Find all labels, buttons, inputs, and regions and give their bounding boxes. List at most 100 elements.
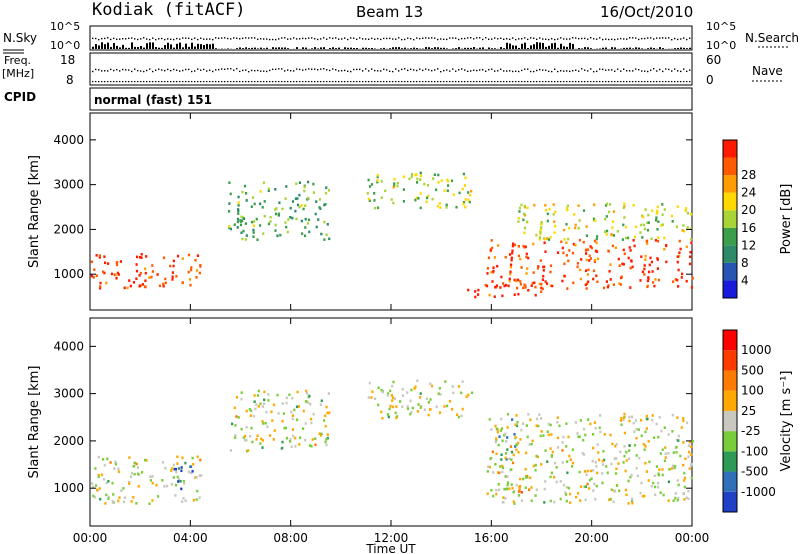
data-cell-velocity <box>191 456 194 460</box>
freq-dot <box>407 69 409 72</box>
freq-dot <box>389 70 391 73</box>
freq-dot <box>314 68 316 70</box>
freq-dot <box>326 69 328 71</box>
nave-dot <box>632 81 634 83</box>
data-cell-power <box>432 177 435 180</box>
data-cell-velocity <box>327 392 330 395</box>
data-cell-power <box>393 182 396 185</box>
freq-dot <box>239 70 241 73</box>
data-cell-power <box>682 224 685 227</box>
data-cell-power <box>291 200 295 203</box>
data-cell-velocity <box>263 398 266 402</box>
freq-dot <box>500 68 502 70</box>
data-cell-velocity <box>177 478 180 481</box>
nsky-dot <box>287 38 289 40</box>
data-cell-velocity <box>672 466 675 470</box>
data-cell-power <box>144 271 147 275</box>
data-cell-velocity <box>504 497 507 500</box>
freq-dot <box>212 70 214 73</box>
colorbar-swatch-velocity <box>723 390 737 411</box>
data-cell-power <box>632 239 635 242</box>
nave-dot <box>104 81 106 83</box>
data-cell-power <box>649 256 652 260</box>
nsky-dot <box>647 37 649 39</box>
data-cell-velocity <box>112 493 115 496</box>
nave-dot <box>341 81 343 83</box>
nsky-bar <box>320 47 322 49</box>
data-cell-power <box>562 251 565 255</box>
data-cell-power <box>240 231 243 235</box>
data-cell-velocity <box>550 433 553 436</box>
data-cell-power <box>516 278 519 282</box>
data-cell-power <box>504 255 507 259</box>
data-cell-power <box>417 197 420 200</box>
nave-dot <box>584 81 586 83</box>
data-cell-power <box>554 210 557 214</box>
freq-label: Freq. <box>4 54 32 67</box>
data-cell-velocity <box>149 479 152 482</box>
data-cell-power <box>505 283 508 287</box>
nsky-dot <box>425 37 427 39</box>
data-cell-velocity <box>465 395 468 398</box>
data-cell-power <box>518 210 521 213</box>
nsky-dot <box>641 37 643 40</box>
nave-dot <box>347 81 349 83</box>
colorbar-tick-velocity: -100 <box>741 444 768 458</box>
data-cell-velocity <box>667 480 670 484</box>
nsky-dot <box>338 38 340 40</box>
nave-dot <box>92 81 94 83</box>
nave-dot <box>164 81 166 83</box>
data-cell-power <box>544 237 547 241</box>
data-cell-power <box>425 200 428 204</box>
freq-dot <box>476 69 478 72</box>
data-cell-velocity <box>310 444 313 448</box>
data-cell-velocity <box>635 427 638 431</box>
data-cell-velocity <box>370 396 373 399</box>
data-cell-velocity <box>429 382 432 385</box>
nave-dot <box>122 81 124 83</box>
data-cell-power <box>181 281 184 284</box>
data-cell-velocity <box>296 390 299 394</box>
data-cell-velocity <box>314 437 317 440</box>
data-cell-power <box>518 206 521 210</box>
data-cell-power <box>586 273 589 276</box>
data-cell-power <box>307 196 310 200</box>
data-cell-power <box>573 213 576 216</box>
data-cell-velocity <box>320 432 323 436</box>
data-cell-velocity <box>253 394 256 397</box>
data-cell-velocity <box>615 457 618 460</box>
nsky-dot <box>146 38 148 40</box>
nave-dot <box>647 81 649 83</box>
data-cell-power <box>577 226 580 230</box>
data-cell-velocity <box>628 419 631 423</box>
data-cell-velocity <box>508 487 511 491</box>
nave-dot <box>353 81 355 83</box>
data-cell-power <box>576 265 579 269</box>
nsky-dot <box>656 37 658 39</box>
y-tick-label-velocity: 4000 <box>53 339 84 353</box>
colorbar-label-power: Power [dB] <box>779 184 794 255</box>
nsky-dot <box>350 37 352 39</box>
data-cell-velocity <box>503 434 506 437</box>
data-cell-power <box>392 201 395 205</box>
data-cell-velocity <box>634 419 637 422</box>
data-cell-power <box>366 192 369 195</box>
nave-dot <box>644 81 646 83</box>
nsky-dot <box>98 38 100 41</box>
data-cell-power <box>229 227 232 231</box>
data-cell-power <box>376 179 379 182</box>
freq-dot <box>686 70 688 73</box>
data-cell-power <box>175 275 178 278</box>
nsky-dot <box>416 37 418 39</box>
data-cell-velocity <box>425 397 428 401</box>
nave-dot <box>305 81 307 83</box>
data-cell-velocity <box>290 410 293 414</box>
data-cell-velocity <box>605 465 608 468</box>
data-cell-power <box>237 212 240 215</box>
data-cell-velocity <box>610 488 613 492</box>
freq-dot <box>665 68 667 70</box>
nsky-bar <box>524 42 526 49</box>
data-cell-velocity <box>237 416 240 419</box>
data-cell-power <box>151 264 154 267</box>
data-cell-power <box>642 215 645 219</box>
